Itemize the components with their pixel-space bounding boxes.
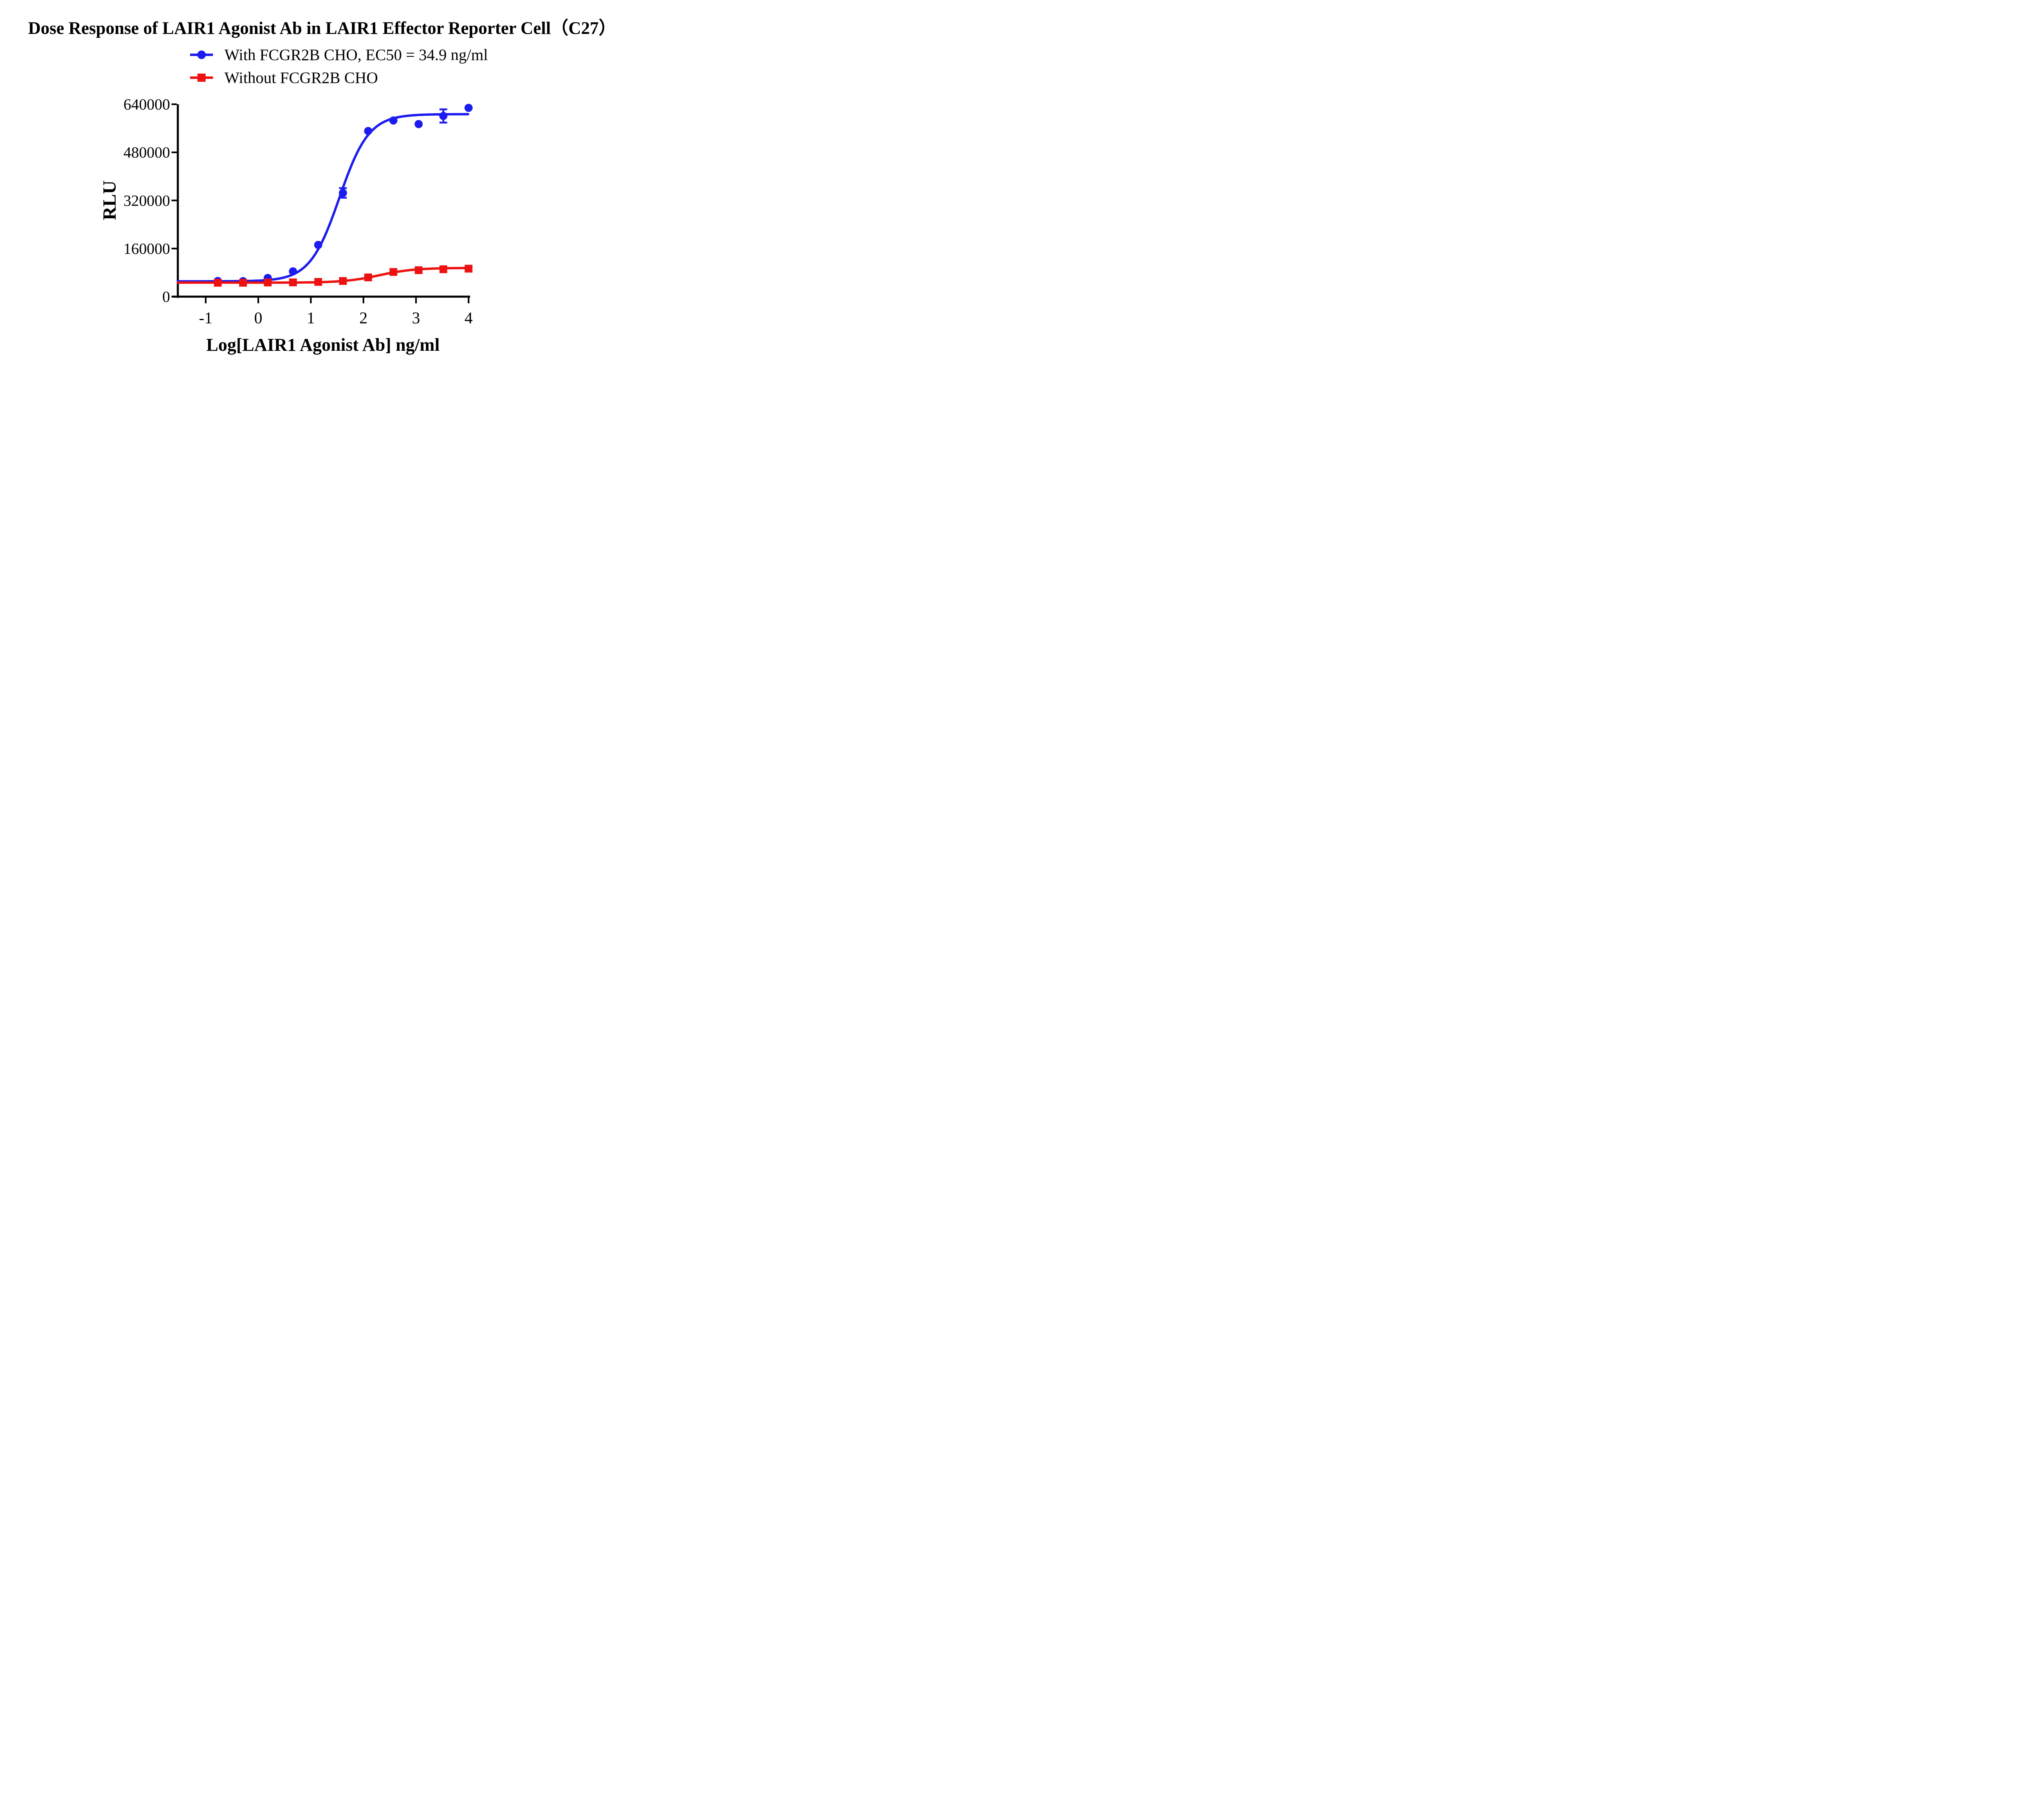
data-point-with-fcgr2b	[338, 188, 347, 197]
legend-square-marker-icon	[190, 74, 213, 82]
data-point-with-fcgr2b	[439, 112, 448, 120]
y-tick-label: 320000	[123, 192, 170, 209]
data-point-without-fcgr2b	[364, 273, 372, 282]
x-tick-label: -1	[199, 309, 213, 327]
x-axis-title: Log[LAIR1 Agonist Ab] ng/ml	[206, 335, 440, 355]
data-point-without-fcgr2b	[415, 266, 423, 274]
data-point-with-fcgr2b	[289, 267, 297, 276]
legend-item-without-fcgr2b: Without FCGR2B CHO	[190, 66, 488, 89]
legend-label-without-fcgr2b: Without FCGR2B CHO	[224, 69, 378, 87]
data-point-without-fcgr2b	[389, 268, 397, 276]
data-point-without-fcgr2b	[314, 278, 322, 286]
data-point-without-fcgr2b	[214, 279, 222, 287]
data-point-without-fcgr2b	[239, 279, 247, 287]
data-point-without-fcgr2b	[264, 278, 272, 287]
data-point-with-fcgr2b	[415, 120, 423, 128]
legend: With FCGR2B CHO, EC50 = 34.9 ng/ml Witho…	[190, 43, 488, 89]
chart-page: Dose Response of LAIR1 Agonist Ab in LAI…	[0, 0, 644, 362]
dose-response-plot: 0 160000 320000 480000 640000 -1 0 1 2 3 4 RLU Log…	[99, 96, 473, 355]
x-tick-label: 2	[359, 309, 368, 327]
data-point-with-fcgr2b	[464, 103, 473, 112]
y-tick-label: 480000	[123, 144, 170, 161]
data-point-without-fcgr2b	[289, 278, 297, 287]
data-point-without-fcgr2b	[339, 277, 347, 285]
y-tick-label: 0	[162, 289, 170, 306]
x-tick-label: 3	[412, 309, 420, 327]
data-point-without-fcgr2b	[464, 264, 473, 273]
legend-label-with-fcgr2b: With FCGR2B CHO, EC50 = 34.9 ng/ml	[224, 46, 488, 64]
data-point-with-fcgr2b	[364, 127, 372, 135]
legend-item-with-fcgr2b: With FCGR2B CHO, EC50 = 34.9 ng/ml	[190, 43, 488, 66]
legend-circle-marker-icon	[190, 50, 213, 59]
data-point-without-fcgr2b	[439, 265, 447, 273]
fit-curve-with-fcgr2b	[177, 113, 469, 282]
chart-title: Dose Response of LAIR1 Agonist Ab in LAI…	[28, 19, 616, 38]
y-axis-title: RLU	[99, 180, 120, 220]
y-tick-label: 160000	[123, 240, 170, 258]
data-point-with-fcgr2b	[314, 241, 323, 249]
y-tick-label: 640000	[123, 96, 170, 113]
x-tick-label: 0	[254, 309, 262, 327]
x-tick-label: 1	[307, 309, 315, 327]
x-tick-label: 4	[464, 309, 473, 327]
data-point-with-fcgr2b	[389, 116, 398, 125]
